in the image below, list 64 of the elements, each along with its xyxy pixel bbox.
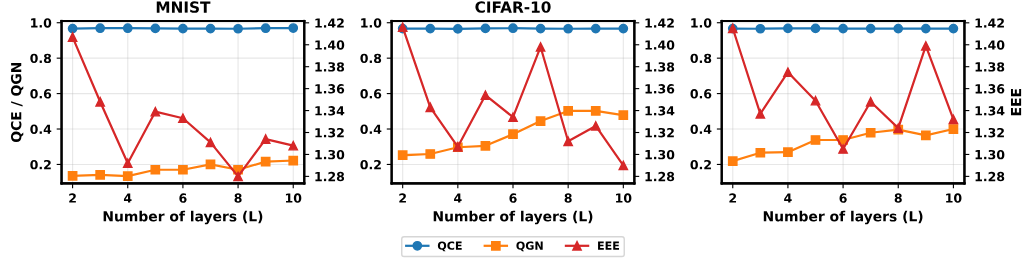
legend-label: EEE [598, 241, 619, 250]
x-tick-label: 8 [234, 193, 242, 203]
y-tick-label: 0.8 [360, 53, 382, 64]
y-tick-label: 0.2 [690, 159, 711, 170]
chart-title: CIFAR-10 [475, 1, 551, 13]
chart-title: MNIST [156, 1, 211, 13]
y2-tick-label: 1.42 [315, 18, 344, 28]
y2-tick-label: 1.42 [975, 18, 1004, 28]
x-axis-title: Number of layers (L) [433, 210, 593, 225]
x-tick-label: 2 [69, 193, 76, 203]
x-tick-label: 4 [454, 193, 462, 203]
y2-tick-label: 1.30 [315, 149, 345, 160]
x-tick-label: 10 [946, 193, 962, 203]
y2-tick-label: 1.42 [645, 18, 674, 28]
y-tick-label: 0.8 [690, 53, 712, 64]
y2-tick-label: 1.40 [975, 40, 1005, 50]
x-tick-label: 8 [894, 193, 902, 203]
y2-tick-label: 1.28 [315, 171, 345, 182]
y-tick-label: 0.8 [30, 53, 52, 64]
y-tick-label: 0.2 [360, 159, 381, 170]
x-tick-label: 2 [399, 193, 406, 203]
x-axis-title: Number of layers (L) [763, 210, 923, 225]
x-tick-label: 4 [784, 193, 792, 203]
y-tick-label: 0.6 [30, 89, 52, 99]
y-tick-label: 1.0 [361, 18, 382, 28]
y2-tick-label: 1.40 [645, 40, 675, 50]
x-tick-label: 6 [179, 193, 187, 203]
y-axis-title: QCE / QGN [10, 62, 24, 143]
y-tick-label: 0.6 [690, 89, 712, 99]
y2-tick-label: 1.34 [315, 106, 345, 116]
y2-tick-label: 1.38 [975, 62, 1005, 72]
y-tick-label: 0.4 [360, 124, 382, 134]
x-tick-label: 2 [729, 193, 737, 203]
y-tick-label: 0.4 [690, 124, 712, 134]
y2-tick-label: 1.34 [975, 106, 1005, 116]
y2-tick-label: 1.36 [315, 84, 345, 94]
y2-tick-label: 1.32 [645, 127, 674, 138]
y-tick-label: 0.2 [30, 159, 51, 170]
legend-label: QCE [437, 241, 462, 252]
x-tick-label: 6 [509, 193, 517, 203]
y2-tick-label: 1.38 [315, 62, 345, 72]
y2-tick-label: 1.34 [645, 106, 675, 116]
y2-tick-label: 1.32 [315, 127, 344, 138]
x-tick-label: 4 [123, 193, 132, 203]
legend-label: QGN [516, 241, 543, 252]
y-tick-label: 0.4 [30, 124, 52, 134]
x-tick-label: 10 [285, 193, 302, 203]
y-tick-label: 1.0 [31, 18, 52, 28]
y-tick-label: 0.6 [360, 89, 382, 99]
y2-tick-label: 1.32 [975, 127, 1004, 138]
y2-tick-label: 1.36 [975, 84, 1005, 94]
y2-tick-label: 1.30 [645, 149, 675, 160]
y2-tick-label: 1.36 [645, 84, 675, 94]
y2-tick-label: 1.40 [315, 40, 345, 50]
y2-tick-label: 1.28 [645, 171, 675, 182]
y-tick-label: 1.0 [691, 18, 712, 28]
x-tick-label: 6 [839, 193, 847, 203]
x-axis-title: Number of layers (L) [103, 210, 263, 225]
y2-tick-label: 1.30 [975, 149, 1005, 160]
y2-tick-label: 1.38 [645, 62, 675, 72]
x-tick-label: 10 [616, 193, 632, 203]
x-tick-label: 8 [564, 193, 572, 203]
y2-axis-title: EEE [1010, 88, 1022, 116]
y2-tick-label: 1.28 [975, 171, 1005, 182]
